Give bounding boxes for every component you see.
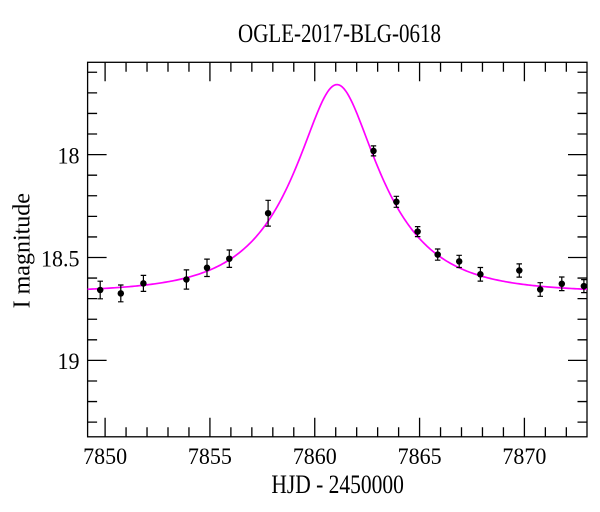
svg-text:I magnitude: I magnitude — [10, 193, 36, 308]
svg-text:7860: 7860 — [293, 444, 337, 470]
svg-text:18: 18 — [58, 143, 80, 169]
svg-text:OGLE-2017-BLG-0618: OGLE-2017-BLG-0618 — [238, 20, 441, 49]
svg-text:7865: 7865 — [398, 444, 442, 470]
svg-text:7870: 7870 — [502, 444, 546, 470]
svg-text:19: 19 — [58, 349, 80, 375]
svg-text:7850: 7850 — [83, 444, 127, 470]
svg-text:7855: 7855 — [188, 444, 232, 470]
svg-text:HJD - 2450000: HJD - 2450000 — [271, 471, 404, 499]
svg-text:18.5: 18.5 — [41, 246, 79, 272]
